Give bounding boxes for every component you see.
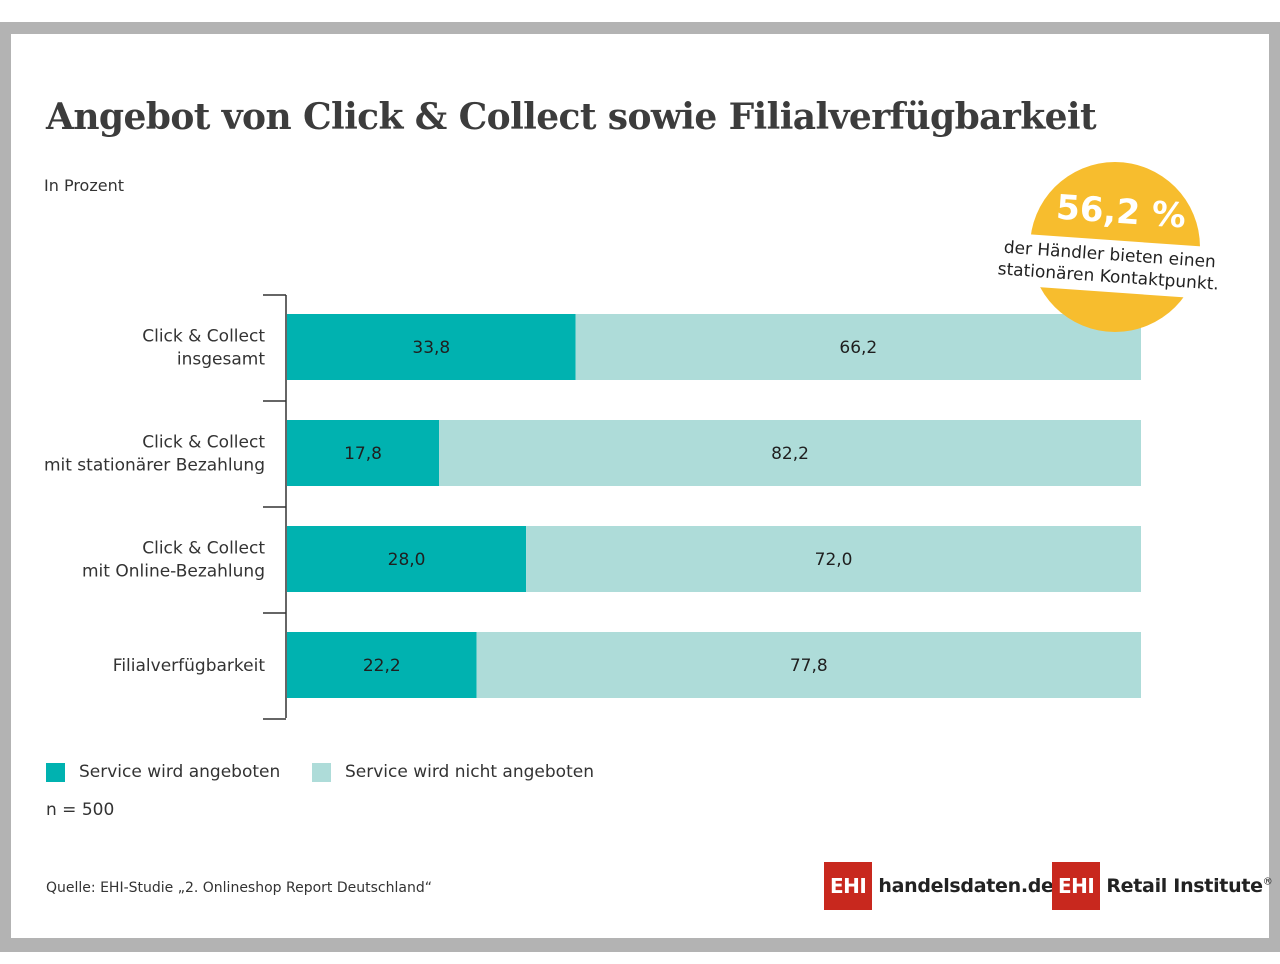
category-label-line: Click & Collect <box>142 327 265 347</box>
handelsdaten-logo: EHI handelsdaten.de <box>824 862 1054 910</box>
category-label: Click & Collect mit stationärer Bezahlung <box>44 433 265 476</box>
retail-institute-logo: EHI Retail Institute® <box>1052 862 1273 910</box>
bar-chart: 33,8 66,2 Click & Collect insgesamt 17,8 82,2… <box>44 294 1142 720</box>
logo-name: Retail Institute® <box>1106 875 1272 897</box>
logo-name-text: Retail Institute <box>1106 875 1263 897</box>
legend-swatch-not-offered <box>312 762 331 782</box>
chart-title: Angebot von Click & Collect sowie Filial… <box>46 96 1097 138</box>
legend-item-offered: Service wird angeboten <box>46 762 280 782</box>
source-note: Quelle: EHI-Studie „2. Onlineshop Report… <box>46 880 432 896</box>
bar-offered <box>287 314 576 380</box>
data-label-offered: 22,2 <box>363 656 401 676</box>
category-label-line: Click & Collect <box>142 539 265 559</box>
ehi-logo-mark: EHI <box>824 862 873 910</box>
data-label-offered: 28,0 <box>388 550 426 570</box>
bar-offered <box>287 526 527 592</box>
data-label-offered: 33,8 <box>412 338 450 358</box>
legend-item-not-offered: Service wird nicht angeboten <box>312 762 594 782</box>
bar-offered <box>287 420 440 486</box>
category-label: Click & Collect mit Online-Bezahlung <box>82 539 265 582</box>
category-label-line: mit stationärer Bezahlung <box>44 456 265 476</box>
category-label-line: insgesamt <box>177 350 265 370</box>
legend-label-offered: Service wird angeboten <box>79 762 281 782</box>
data-label-not-offered: 72,0 <box>815 550 853 570</box>
logo-name: handelsdaten.de <box>878 875 1054 897</box>
ehi-logo-mark: EHI <box>1052 862 1101 910</box>
data-label-not-offered: 82,2 <box>771 444 809 464</box>
bar-not-offered <box>526 526 1141 592</box>
bar-offered <box>287 632 477 698</box>
sample-size: n = 500 <box>46 800 115 820</box>
legend-label-not-offered: Service wird nicht angeboten <box>345 762 594 782</box>
data-label-not-offered: 66,2 <box>839 338 877 358</box>
data-label-offered: 17,8 <box>344 444 382 464</box>
category-label-line: Click & Collect <box>142 433 265 453</box>
bar-not-offered <box>439 420 1142 486</box>
category-label-line: mit Online-Bezahlung <box>82 562 265 582</box>
data-label-not-offered: 77,8 <box>790 656 828 676</box>
category-label: Click & Collect insgesamt <box>142 327 265 370</box>
chart-subtitle: In Prozent <box>44 176 124 195</box>
bar-not-offered <box>575 314 1141 380</box>
category-label-line: Filialverfügbarkeit <box>113 656 266 676</box>
legend-swatch-offered <box>46 762 65 782</box>
category-label: Filialverfügbarkeit <box>113 656 266 676</box>
bar-not-offered <box>476 632 1141 698</box>
registered-mark: ® <box>1262 876 1273 888</box>
